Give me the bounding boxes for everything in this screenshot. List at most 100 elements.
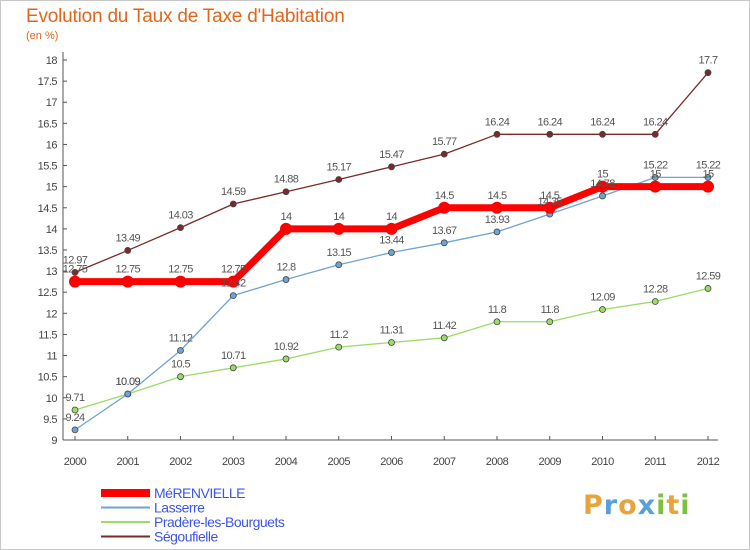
- data-point: [124, 390, 132, 398]
- data-label: 12.75: [221, 264, 246, 276]
- legend-entry: MéRENVIELLE: [154, 485, 245, 501]
- data-label: 9.24: [65, 412, 84, 424]
- y-tick-label: 11: [47, 351, 58, 363]
- x-tick-label: 2006: [380, 456, 403, 468]
- x-tick-label: 2011: [644, 456, 666, 468]
- y-tick-label: 18: [46, 55, 58, 67]
- data-point: [651, 130, 659, 138]
- chart-series: [69, 69, 714, 434]
- data-point: [121, 275, 134, 288]
- series-line: [74, 287, 709, 411]
- series-MéRENVIELLE: [69, 180, 714, 288]
- data-point: [546, 318, 554, 326]
- x-tick-label: 2009: [539, 456, 562, 468]
- logo-letter: t: [666, 490, 681, 521]
- data-point: [177, 373, 184, 381]
- data-point: [229, 292, 237, 300]
- x-tick-label: 2004: [275, 456, 298, 468]
- data-point: [704, 285, 712, 292]
- x-tick-label: 2000: [64, 456, 87, 468]
- data-label: 12.75: [115, 264, 140, 276]
- data-label: 11.8: [488, 304, 507, 316]
- data-point: [124, 247, 132, 254]
- chart-unit-label: (en %): [26, 30, 59, 42]
- y-tick-label: 16.5: [38, 118, 58, 130]
- data-label: 14.59: [221, 186, 246, 198]
- data-point: [177, 224, 184, 232]
- data-label: 11.8: [541, 304, 560, 316]
- data-label: 14.5: [487, 190, 506, 202]
- chart-title: Evolution du Taux de Taxe d'Habitation: [26, 6, 345, 27]
- data-point: [229, 364, 237, 372]
- data-point: [229, 200, 237, 208]
- data-point: [282, 276, 290, 283]
- data-point: [599, 130, 606, 138]
- legend-entry: Pradère-les-Bourguets: [154, 514, 285, 530]
- data-point: [335, 261, 343, 269]
- data-point: [599, 192, 606, 200]
- data-point: [440, 334, 448, 342]
- data-point: [174, 275, 187, 288]
- x-tick-label: 2007: [433, 456, 456, 468]
- data-label: 12.75: [168, 264, 193, 276]
- data-point: [280, 222, 292, 235]
- data-point: [282, 188, 290, 196]
- data-label: 13.67: [432, 225, 457, 237]
- data-point: [440, 239, 448, 247]
- data-point: [71, 268, 79, 276]
- data-label: 14.5: [540, 190, 559, 202]
- series-Lasserre: [71, 173, 712, 434]
- data-label: 11.31: [380, 324, 404, 336]
- data-label: 14.5: [435, 190, 454, 202]
- data-label: 13.49: [115, 232, 140, 244]
- data-label: 10.5: [171, 359, 190, 371]
- data-point: [493, 130, 501, 138]
- data-label: 14.03: [168, 210, 193, 222]
- y-tick-label: 10.5: [38, 372, 58, 384]
- y-tick-label: 15.5: [38, 161, 58, 173]
- data-label: 10.92: [274, 341, 299, 353]
- data-label: 11.2: [330, 329, 349, 341]
- data-label: 15: [597, 169, 609, 181]
- data-point: [546, 130, 554, 138]
- data-label: 15: [702, 169, 714, 181]
- data-label: 14: [386, 211, 398, 223]
- x-tick-label: 2002: [169, 456, 192, 468]
- data-point: [71, 406, 79, 414]
- x-tick-label: 2010: [591, 456, 614, 468]
- data-label: 12.09: [590, 292, 615, 304]
- data-label: 14: [333, 211, 345, 223]
- series-Pradère-les-Bourguets: [71, 285, 712, 414]
- data-point: [493, 228, 501, 236]
- data-point: [493, 318, 501, 326]
- chart-data-labels: 12.97 13.49 14.03 14.59 14.88 15.17 15.47 15.77…: [63, 55, 722, 424]
- data-label: 15.22: [696, 159, 721, 171]
- data-point: [704, 69, 712, 77]
- data-label: 10.09: [115, 376, 140, 388]
- data-label: 14.78: [590, 178, 615, 190]
- x-tick-label: 2001: [117, 456, 140, 468]
- data-point: [388, 163, 395, 171]
- data-label: 12.97: [63, 254, 88, 266]
- data-label: 14.35: [537, 196, 562, 208]
- y-tick-label: 16: [46, 139, 58, 151]
- y-tick-label: 11.5: [38, 329, 57, 341]
- data-label: 13.44: [379, 235, 404, 247]
- y-tick-label: 17.5: [38, 76, 58, 88]
- logo-letter: P: [583, 490, 604, 521]
- data-point: [596, 180, 609, 193]
- x-tick-label: 2008: [486, 456, 509, 468]
- data-label: 9.71: [65, 392, 84, 404]
- data-label: 16.24: [643, 116, 668, 128]
- legend-entry: Ségoufielle: [154, 529, 218, 545]
- data-label: 15.22: [643, 159, 668, 171]
- x-tick-label: 2012: [697, 456, 720, 468]
- data-point: [651, 173, 659, 181]
- data-label: 15.77: [432, 136, 457, 148]
- data-label: 14: [280, 211, 292, 223]
- data-point: [385, 222, 398, 235]
- data-label: 15.47: [379, 149, 404, 161]
- data-point: [702, 180, 714, 193]
- data-point: [388, 249, 395, 256]
- data-label: 11.12: [169, 332, 193, 344]
